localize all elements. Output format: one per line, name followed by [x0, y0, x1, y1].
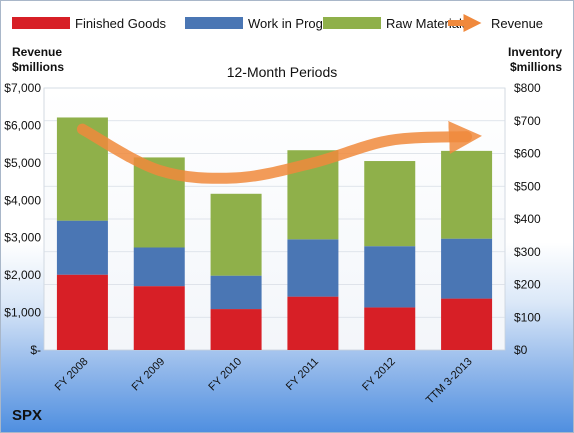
legend-label-work-in-progress: Work in Progress	[248, 16, 348, 31]
legend-swatch-work-in-progress	[185, 17, 243, 29]
bar-work-in-progress-fy-2012	[364, 246, 416, 308]
bar-raw-materials-fy-2012	[364, 161, 416, 247]
stacked-bars	[56, 117, 493, 350]
left-tick-label: $7,000	[4, 81, 41, 95]
right-tick-label: $0	[514, 343, 528, 357]
legend-label-revenue: Revenue	[491, 16, 543, 31]
x-tick-label: FY 2011	[284, 356, 321, 393]
legend: Finished Goods Work in Progress Raw Mate…	[12, 14, 543, 32]
right-tick-label: $400	[514, 212, 541, 226]
left-tick-label: $-	[30, 343, 41, 357]
left-tick-label: $5,000	[4, 156, 41, 170]
bar-finished-goods-ttm-3-2013	[441, 298, 493, 350]
right-axis-ticks: $0 $100 $200 $300 $400 $500 $600 $700 $800	[514, 81, 541, 357]
bar-work-in-progress-fy-2010	[210, 275, 262, 310]
bar-work-in-progress-fy-2009	[133, 247, 185, 287]
x-tick-label: FY 2009	[130, 356, 168, 394]
x-axis-ticks: FY 2008 FY 2009 FY 2010 FY 2011 FY 2012 TTM 3…	[53, 356, 475, 407]
company-ticker: SPX	[12, 407, 43, 424]
left-tick-label: $4,000	[4, 193, 41, 207]
bar-raw-materials-ttm-3-2013	[441, 150, 493, 239]
x-tick-label: FY 2010	[206, 356, 244, 394]
revenue-line-group	[76, 121, 482, 184]
legend-label-finished-goods: Finished Goods	[75, 16, 167, 31]
right-axis-title-line-2: $millions	[510, 60, 562, 74]
legend-swatch-raw-materials	[323, 17, 381, 29]
right-axis-title-line-1: Inventory	[508, 45, 562, 59]
left-tick-label: $1,000	[4, 306, 41, 320]
bar-finished-goods-fy-2011	[287, 296, 339, 350]
bar-work-in-progress-fy-2011	[287, 239, 339, 297]
legend-label-raw-materials: Raw Materials	[386, 16, 469, 31]
left-axis-ticks: $- $1,000 $2,000 $3,000 $4,000 $5,000 $6,000 $7…	[4, 81, 41, 357]
right-tick-label: $100	[514, 310, 541, 324]
bar-work-in-progress-fy-2008	[56, 220, 108, 275]
right-tick-label: $500	[514, 179, 541, 193]
left-tick-label: $3,000	[4, 231, 41, 245]
bar-finished-goods-fy-2008	[56, 274, 108, 350]
chart-subtitle: 12-Month Periods	[227, 64, 338, 80]
right-tick-label: $800	[514, 81, 541, 95]
revenue-line	[76, 121, 482, 184]
right-tick-label: $700	[514, 114, 541, 128]
left-axis-title-line-2: $millions	[12, 60, 64, 74]
right-tick-label: $200	[514, 278, 541, 292]
bar-finished-goods-fy-2010	[210, 309, 262, 350]
right-tick-label: $300	[514, 245, 541, 259]
bar-work-in-progress-ttm-3-2013	[441, 238, 493, 299]
bar-raw-materials-fy-2010	[210, 193, 262, 276]
legend-swatch-finished-goods	[12, 17, 70, 29]
x-tick-label: FY 2008	[53, 356, 91, 394]
right-tick-label: $600	[514, 147, 541, 161]
left-axis-title-line-1: Revenue	[12, 45, 62, 59]
left-tick-label: $2,000	[4, 268, 41, 282]
bar-finished-goods-fy-2009	[133, 286, 185, 350]
x-tick-label: FY 2012	[360, 356, 398, 394]
left-tick-label: $6,000	[4, 118, 41, 132]
x-tick-label: TTM 3-2013	[424, 356, 475, 407]
bar-finished-goods-fy-2012	[364, 307, 416, 350]
